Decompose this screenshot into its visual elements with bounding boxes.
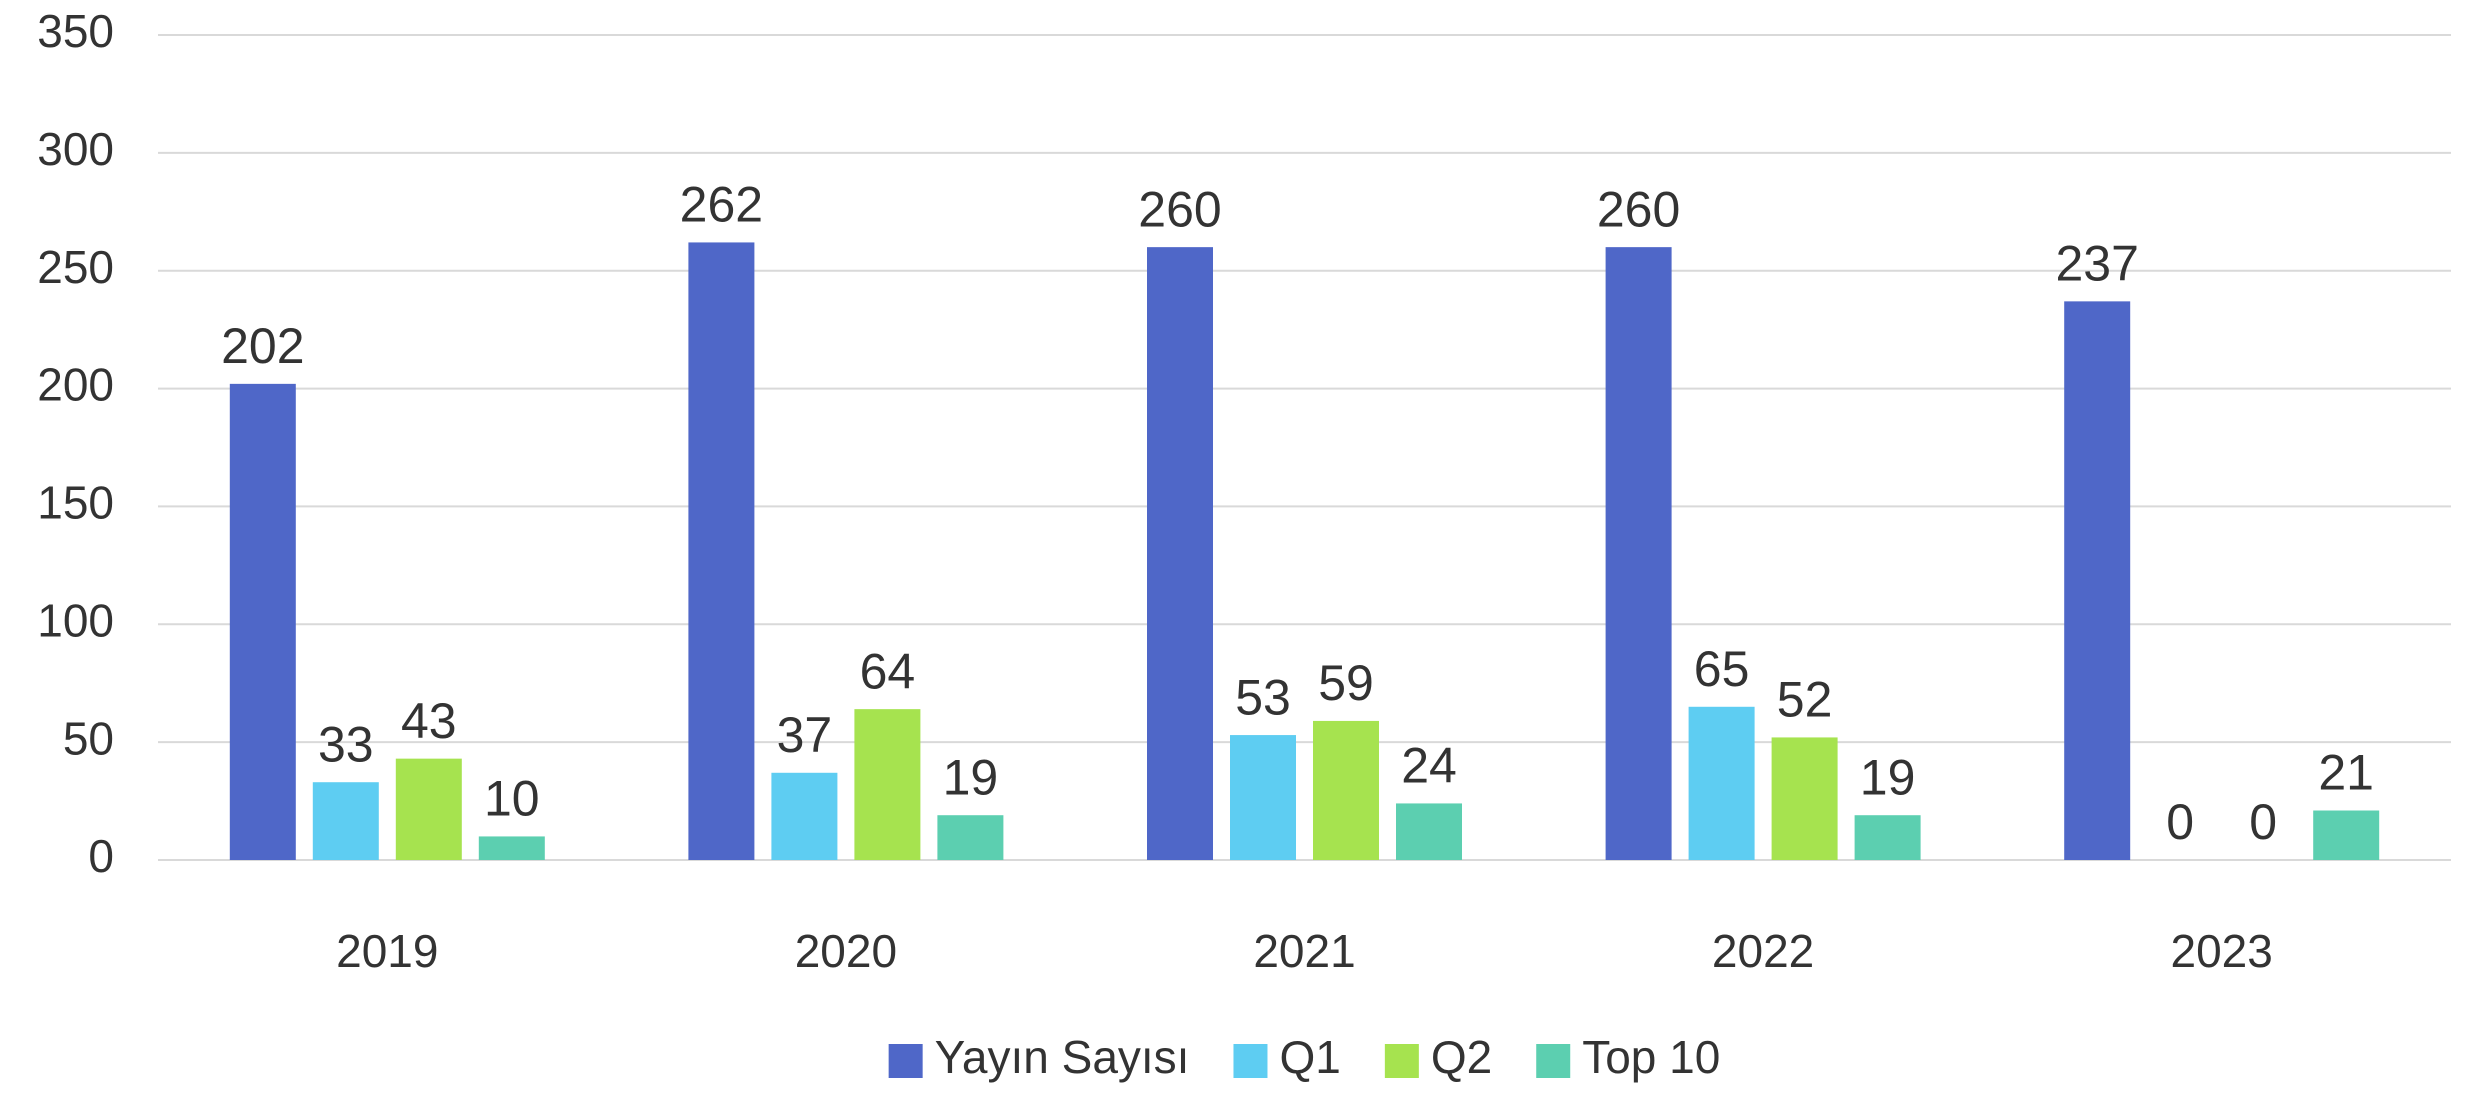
- data-label: 59: [1318, 655, 1374, 711]
- bar: [2064, 301, 2131, 860]
- bar: [229, 383, 296, 860]
- bar: [1396, 803, 1462, 860]
- bar: [1688, 706, 1755, 860]
- legend-label: Yayın Sayısı: [935, 1031, 1190, 1083]
- data-label: 202: [221, 318, 304, 374]
- y-tick-label: 0: [88, 830, 114, 882]
- y-tick-label: 150: [37, 477, 114, 529]
- data-label: 24: [1401, 738, 1457, 794]
- y-tick-label: 250: [37, 241, 114, 293]
- y-tick-label: 50: [63, 712, 114, 764]
- data-label: 19: [943, 749, 999, 805]
- data-label: 19: [1860, 749, 1916, 805]
- y-tick-label: 200: [37, 359, 114, 411]
- bar: [312, 782, 379, 860]
- data-label: 262: [680, 177, 763, 233]
- data-label: 33: [318, 716, 374, 772]
- data-label: 64: [860, 643, 916, 699]
- bar: [1771, 737, 1838, 860]
- data-label: 53: [1235, 669, 1291, 725]
- bar: [1313, 720, 1379, 860]
- bar: [688, 242, 755, 860]
- x-tick-label: 2021: [1253, 925, 1355, 977]
- legend-label: Q2: [1431, 1031, 1492, 1083]
- bar: [1854, 815, 1921, 860]
- bar: [1147, 247, 1213, 861]
- bar: [854, 709, 921, 860]
- legend-swatch: [1233, 1044, 1268, 1078]
- legend-swatch: [888, 1044, 923, 1078]
- x-tick-label: 2022: [1712, 925, 1814, 977]
- legend-swatch: [1384, 1044, 1419, 1078]
- legend-label: Top 10: [1582, 1031, 1720, 1083]
- bar: [1605, 247, 1672, 861]
- bar: [478, 836, 545, 860]
- bar: [1230, 735, 1296, 860]
- y-tick-label: 350: [37, 5, 114, 57]
- data-label: 10: [484, 771, 540, 827]
- x-tick-label: 2019: [336, 925, 438, 977]
- legend-swatch: [1536, 1044, 1571, 1078]
- bar: [771, 772, 838, 860]
- data-label: 260: [1597, 181, 1680, 237]
- y-tick-label: 100: [37, 594, 114, 646]
- data-label: 65: [1694, 641, 1750, 697]
- data-label: 260: [1138, 181, 1221, 237]
- legend-label: Q1: [1279, 1031, 1340, 1083]
- data-label: 37: [777, 707, 833, 763]
- data-label: 0: [2249, 794, 2277, 850]
- data-label: 0: [2166, 794, 2194, 850]
- y-tick-label: 300: [37, 123, 114, 175]
- data-label: 43: [401, 693, 457, 749]
- bar: [395, 758, 462, 860]
- x-tick-label: 2023: [2171, 925, 2273, 977]
- data-label: 21: [2318, 745, 2374, 801]
- bar: [937, 815, 1004, 860]
- data-label: 237: [2055, 236, 2138, 292]
- data-label: 52: [1777, 672, 1833, 728]
- bar: [2313, 810, 2380, 860]
- x-tick-label: 2020: [795, 925, 897, 977]
